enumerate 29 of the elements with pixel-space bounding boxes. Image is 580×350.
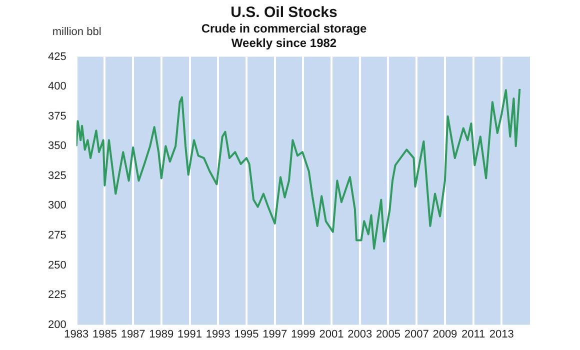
y-tick-label: 400 xyxy=(48,80,66,93)
y-tick-label: 350 xyxy=(48,140,66,152)
y-tick-label: 250 xyxy=(48,259,66,272)
x-tick-label: 1983 xyxy=(64,328,89,340)
x-tick-label: 2003 xyxy=(348,328,372,340)
chart-subtitle: Crude in commercial storage Weekly since 1982 xyxy=(201,22,368,50)
x-tick-label: 2005 xyxy=(376,328,400,340)
x-tick-label: 1997 xyxy=(262,328,288,340)
x-tick-label: 1987 xyxy=(120,328,146,340)
y-tick-label: 225 xyxy=(48,289,66,302)
x-tick-label: 2007 xyxy=(404,328,429,340)
chart-title: U.S. Oil Stocks xyxy=(230,4,338,22)
y-tick-label: 200 xyxy=(48,318,66,331)
y-tick-label: 275 xyxy=(48,230,66,242)
x-tick-label: 2011 xyxy=(461,328,486,340)
y-tick-label: 325 xyxy=(48,170,66,182)
y-tick-label: 425 xyxy=(48,50,66,63)
x-tick-label: 1999 xyxy=(290,328,316,340)
x-tick-label: 1989 xyxy=(149,328,174,340)
x-tick-label: 2013 xyxy=(489,328,514,340)
x-tick-label: 2009 xyxy=(432,328,458,340)
y-tick-label: 300 xyxy=(48,200,66,212)
x-tick-label: 1991 xyxy=(178,328,202,340)
y-axis-title: million bbl xyxy=(52,26,102,38)
x-tick-label: 1985 xyxy=(92,328,117,340)
y-tick-label: 375 xyxy=(48,110,66,122)
x-tick-label: 1995 xyxy=(234,328,259,340)
x-tick-label: 1993 xyxy=(206,328,230,340)
x-tick-label: 2001 xyxy=(319,328,344,340)
